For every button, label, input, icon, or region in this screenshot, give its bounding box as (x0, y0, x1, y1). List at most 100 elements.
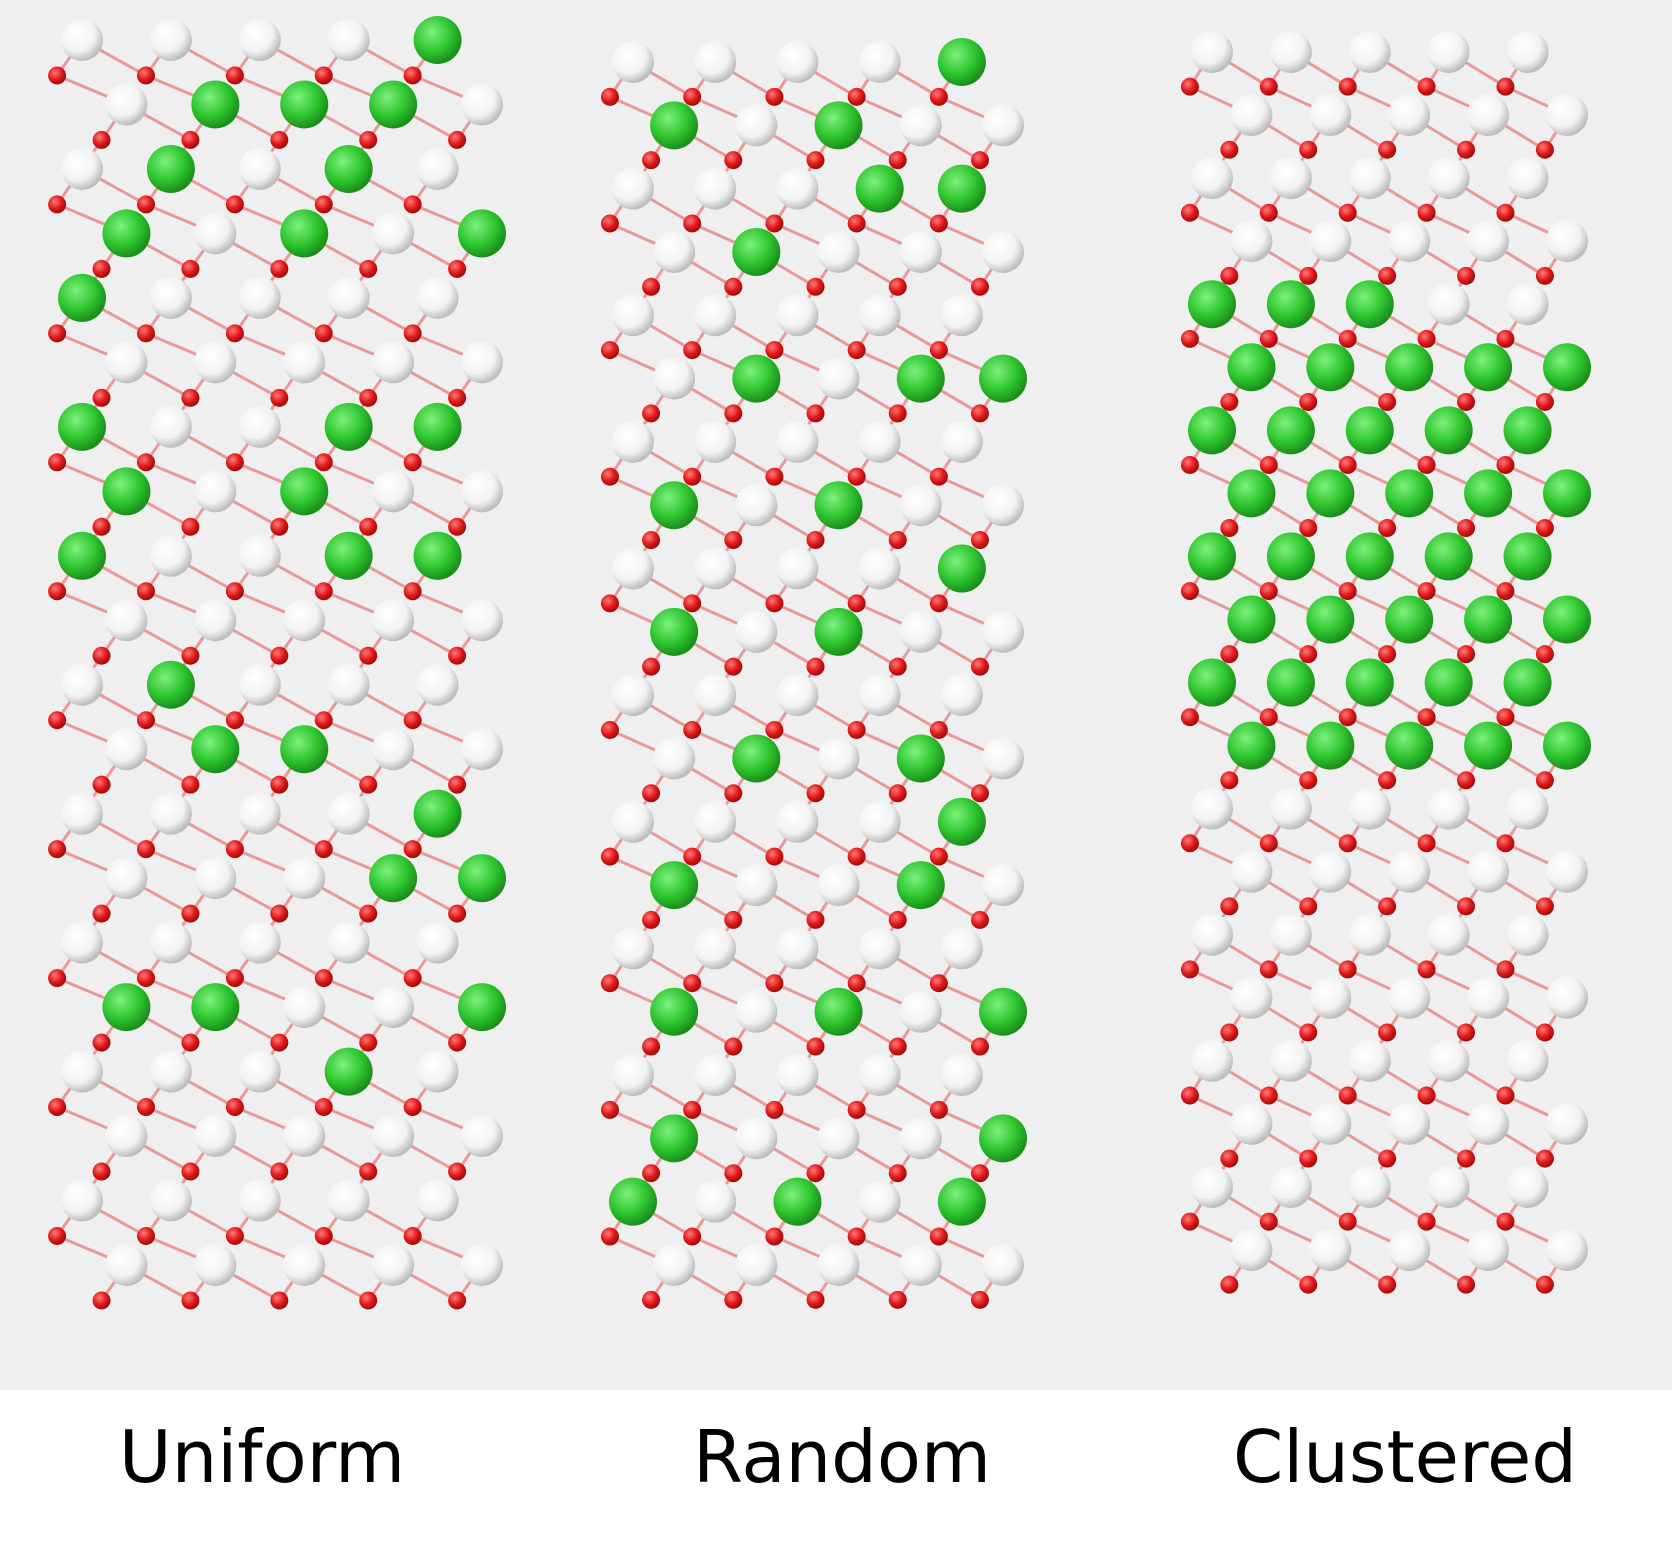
oxygen-atom (1259, 960, 1278, 979)
light-atom (149, 534, 192, 577)
dopant-atom (1543, 721, 1591, 770)
oxygen-atom (181, 259, 200, 278)
light-atom (149, 792, 192, 835)
light-atom (1191, 157, 1233, 200)
light-atom (612, 927, 654, 970)
light-atom (776, 800, 819, 843)
oxygen-atom (683, 341, 702, 360)
oxygen-atom (314, 582, 333, 601)
light-atom (1467, 976, 1510, 1019)
oxygen-atom (724, 1164, 743, 1183)
oxygen-atom (1220, 392, 1239, 411)
oxygen-atom (48, 582, 67, 601)
oxygen-atom (314, 1226, 333, 1245)
oxygen-atom (929, 467, 948, 486)
oxygen-atom (1417, 708, 1436, 727)
oxygen-atom (888, 151, 907, 170)
oxygen-atom (724, 531, 743, 550)
oxygen-atom (1180, 1086, 1199, 1105)
oxygen-atom (1180, 329, 1199, 348)
oxygen-atom (1496, 1212, 1515, 1231)
oxygen-atom (270, 517, 289, 536)
oxygen-atom (1496, 77, 1515, 96)
light-atom (194, 857, 237, 900)
oxygen-atom (137, 195, 155, 214)
light-atom (776, 674, 819, 717)
light-atom (105, 857, 148, 900)
oxygen-atom (1259, 582, 1278, 601)
light-atom (238, 663, 281, 706)
oxygen-atom (1496, 834, 1515, 853)
light-atom (694, 1180, 737, 1223)
oxygen-atom (92, 517, 111, 536)
oxygen-atom (48, 969, 67, 988)
oxygen-atom (806, 277, 825, 296)
light-atom (1388, 1102, 1431, 1145)
dopant-atom (937, 544, 986, 593)
oxygen-atoms (48, 66, 467, 1310)
light-atom (1348, 157, 1391, 200)
oxygen-atom (1457, 392, 1476, 411)
dopant-atom (1503, 532, 1552, 581)
light-atom (858, 420, 901, 463)
light-atom (1546, 1229, 1588, 1271)
oxygen-atom (270, 646, 289, 665)
oxygen-atom (137, 711, 155, 730)
oxygen-atom (888, 404, 907, 423)
oxygen-atom (448, 775, 467, 794)
light-atom (982, 104, 1024, 147)
oxygen-atom (1417, 203, 1436, 222)
dopant-atom (1503, 658, 1552, 707)
oxygen-atom (888, 1164, 907, 1183)
oxygen-atom (724, 404, 743, 423)
oxygen-atom (1180, 455, 1199, 474)
oxygen-atom (683, 720, 702, 739)
light-atom (817, 864, 860, 907)
oxygen-atom (1220, 645, 1239, 664)
oxygen-atom (1496, 708, 1515, 727)
oxygen-atom (359, 904, 378, 923)
dopant-atom (979, 987, 1027, 1036)
oxygen-atom (1457, 266, 1476, 285)
light-atom (416, 1050, 459, 1093)
oxygen-atom (1338, 708, 1357, 727)
light-atom (327, 663, 370, 706)
dopant-atom (58, 402, 106, 451)
oxygen-atom (642, 1290, 661, 1309)
oxygen-atom (137, 969, 155, 988)
oxygen-atom (724, 1290, 743, 1309)
light-atom (694, 800, 737, 843)
oxygen-atom (1535, 392, 1554, 411)
uniform-caption: Uniform (118, 1415, 406, 1499)
dopant-atom (1188, 280, 1236, 329)
oxygen-atom (888, 784, 907, 803)
light-atom (1230, 1229, 1273, 1271)
oxygen-atom (1457, 1149, 1476, 1168)
oxygen-atom (48, 453, 67, 472)
light-atom (149, 1050, 192, 1093)
oxygen-atom (847, 1100, 866, 1119)
oxygen-atom (600, 1227, 619, 1246)
oxygen-atom (765, 467, 784, 486)
light-atom (1427, 787, 1470, 830)
dopant-atom (1345, 280, 1394, 329)
oxygen-atom (642, 531, 661, 550)
dopant-atom (937, 38, 986, 86)
oxygen-atom (225, 195, 244, 214)
oxygen-atom (1496, 1086, 1515, 1105)
light-atom (858, 294, 901, 337)
oxygen-atom (683, 467, 702, 486)
oxygen-atom (600, 1100, 619, 1119)
oxygen-atom (683, 1100, 702, 1119)
dopant-atom (1227, 469, 1276, 518)
oxygen-atom (270, 130, 289, 149)
oxygen-atom (181, 1291, 200, 1310)
oxygen-atom (1259, 455, 1278, 474)
oxygen-atom (642, 404, 661, 423)
oxygen-atom (359, 388, 378, 407)
light-atom (461, 599, 503, 642)
oxygen-atom (1378, 897, 1397, 916)
light-atom (612, 420, 654, 463)
dopant-atom (650, 861, 699, 910)
dopant-atom (1424, 532, 1473, 581)
